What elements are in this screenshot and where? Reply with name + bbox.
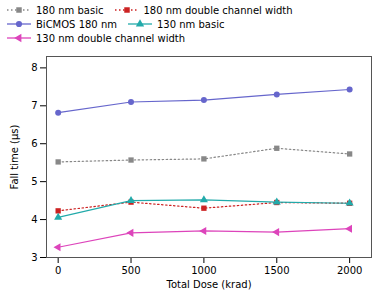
svg-text:3: 3	[31, 252, 37, 263]
svg-text:500: 500	[121, 265, 140, 276]
html-text:BiCMOS 180 nm: BiCMOS 180 nm	[36, 18, 117, 30]
svg-text:Fall time (μs): Fall time (μs)	[9, 124, 20, 189]
svg-text:5: 5	[31, 176, 37, 187]
svg-text:1500: 1500	[264, 265, 289, 276]
html-text:180 nm double channel width: 180 nm double channel width	[143, 4, 293, 16]
svg-text:1000: 1000	[191, 265, 216, 276]
svg-text:2000: 2000	[337, 265, 362, 276]
svg-text:Total Dose (krad): Total Dose (krad)	[165, 279, 251, 290]
html-text:180 nm basic: 180 nm basic	[36, 4, 104, 16]
svg-text:6: 6	[31, 138, 37, 149]
html-text:130 nm basic: 130 nm basic	[157, 18, 225, 30]
svg-text:4: 4	[31, 214, 37, 225]
html-text:130 nm double channel width: 130 nm double channel width	[36, 32, 186, 44]
svg-text:8: 8	[31, 62, 37, 73]
svg-text:7: 7	[31, 100, 37, 111]
svg-text:0: 0	[55, 265, 61, 276]
